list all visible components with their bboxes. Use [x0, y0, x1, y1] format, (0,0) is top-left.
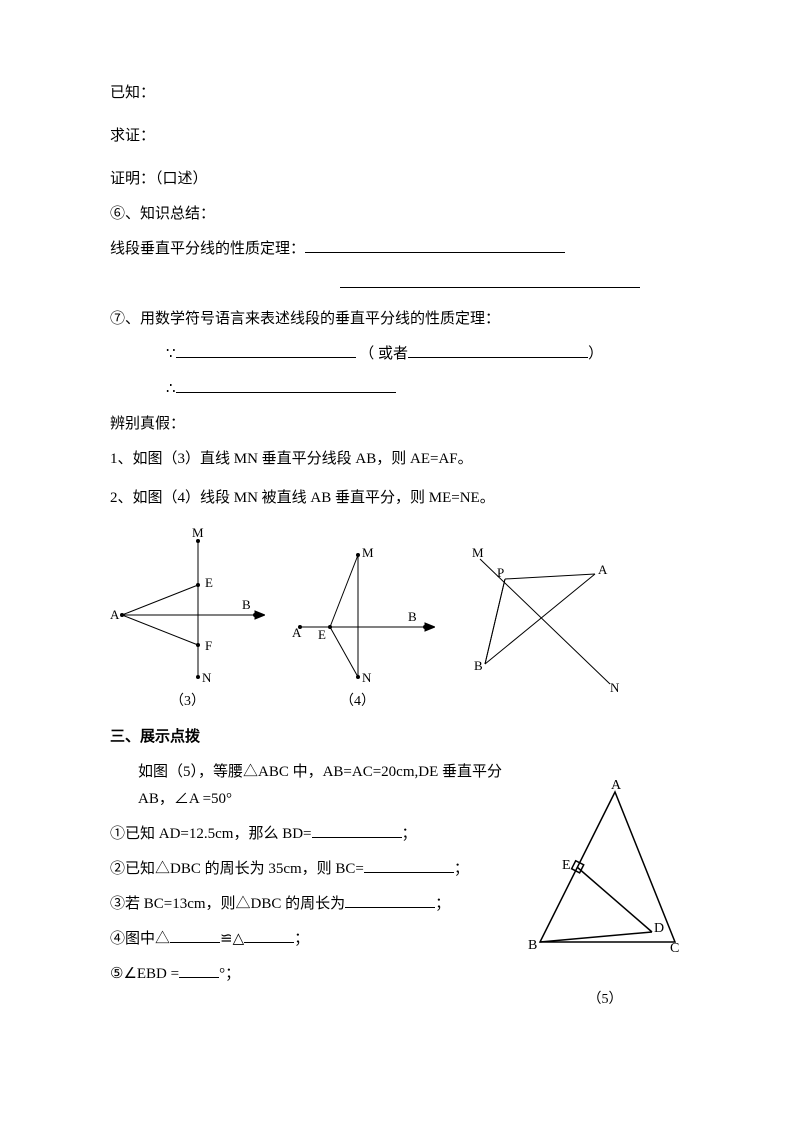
q2-post: ；: [454, 861, 469, 877]
q4-blank1: [170, 928, 220, 943]
figure-right-spacer: [450, 696, 625, 714]
because-symbol: ∵: [166, 346, 176, 362]
figure-5-label: （5）: [520, 987, 690, 1012]
q3: ③若 BC=13cm，则△DBC 的周长为 ；: [110, 891, 510, 918]
svg-text:F: F: [205, 638, 212, 653]
q2-pre: ②已知△DBC 的周长为 35cm，则 BC=: [110, 861, 364, 877]
svg-text:P: P: [497, 565, 504, 580]
figure-right-svg: M A P B N: [450, 544, 625, 694]
svg-text:A: A: [292, 625, 302, 640]
blank-theorem-2: [340, 273, 640, 288]
proof-label: 证明：（口述）: [110, 166, 690, 193]
figure-5-svg: A B C D E: [520, 777, 690, 967]
figure-3: A B M N E F （3）: [110, 527, 265, 714]
theorem-label: 线段垂直平分线的性质定理：: [110, 236, 690, 263]
q3-blank: [345, 893, 435, 908]
q4-pre: ④图中△: [110, 931, 170, 947]
q1-pre: ①已知 AD=12.5cm，那么 BD=: [110, 826, 312, 842]
close-paren: ）: [588, 346, 603, 362]
judge-title: 辨别真假：: [110, 411, 690, 438]
q4-mid: ≌△: [220, 931, 244, 947]
svg-text:N: N: [362, 670, 372, 685]
svg-text:M: M: [362, 545, 374, 560]
section-3-text: 如图（5），等腰△ABC 中，AB=AC=20cm,DE 垂直平分 AB，∠A …: [110, 759, 510, 996]
svg-text:E: E: [562, 858, 571, 873]
given-label: 已知：: [110, 80, 690, 107]
summary-label: ⑥、知识总结：: [110, 201, 690, 228]
q5-pre: ⑤∠EBD =: [110, 966, 179, 982]
because-row: ∵ （ 或者 ）: [110, 341, 690, 368]
theorem-blank-2-row: [110, 271, 690, 298]
or-open: （ 或者: [359, 346, 408, 362]
svg-text:B: B: [242, 597, 251, 612]
svg-text:B: B: [408, 609, 417, 624]
figure-right: M A P B N: [450, 544, 625, 714]
q1-blank: [312, 823, 402, 838]
q5-blank: [179, 963, 219, 978]
blank-theorem-1: [305, 238, 565, 253]
svg-text:A: A: [611, 778, 622, 793]
judge-2: 2、如图（4）线段 MN 被直线 AB 垂直平分，则 ME=NE。: [110, 485, 690, 512]
figures-row: A B M N E F （3）: [110, 527, 690, 714]
q4-post: ；: [294, 931, 309, 947]
q5: ⑤∠EBD = °；: [110, 961, 510, 988]
judge-1: 1、如图（3）直线 MN 垂直平分线段 AB，则 AE=AF。: [110, 446, 690, 473]
blank-or: [408, 343, 588, 358]
svg-text:A: A: [110, 607, 120, 622]
figure-3-svg: A B M N E F: [110, 527, 265, 687]
svg-text:E: E: [205, 575, 213, 590]
symbolic-label: ⑦、用数学符号语言来表述线段的垂直平分线的性质定理：: [110, 306, 690, 333]
svg-text:C: C: [670, 941, 679, 956]
q4-blank2: [244, 928, 294, 943]
q2: ②已知△DBC 的周长为 35cm，则 BC= ；: [110, 856, 510, 883]
svg-text:E: E: [318, 627, 326, 642]
section-3-title: 三、展示点拨: [110, 724, 690, 751]
section-3-intro: 如图（5），等腰△ABC 中，AB=AC=20cm,DE 垂直平分 AB，∠A …: [110, 759, 510, 813]
svg-text:B: B: [528, 938, 537, 953]
svg-text:M: M: [472, 545, 484, 560]
therefore-symbol: ∴: [166, 381, 176, 397]
svg-text:N: N: [610, 680, 620, 694]
blank-therefore: [176, 378, 396, 393]
q3-pre: ③若 BC=13cm，则△DBC 的周长为: [110, 896, 345, 912]
section-3-body: 如图（5），等腰△ABC 中，AB=AC=20cm,DE 垂直平分 AB，∠A …: [110, 759, 690, 1012]
figure-4: A B M N E （4）: [280, 537, 435, 714]
figure-3-label: （3）: [110, 689, 265, 714]
svg-text:N: N: [202, 670, 212, 685]
svg-text:A: A: [598, 562, 608, 577]
q2-blank: [364, 858, 454, 873]
svg-text:M: M: [192, 527, 204, 540]
svg-text:D: D: [654, 921, 664, 936]
figure-4-label: （4）: [280, 689, 435, 714]
therefore-row: ∴: [110, 376, 690, 403]
figure-4-svg: A B M N E: [280, 537, 435, 687]
figure-5: A B C D E （5）: [520, 777, 690, 1012]
theorem-text: 线段垂直平分线的性质定理：: [110, 241, 305, 257]
blank-because: [176, 343, 356, 358]
prove-label: 求证：: [110, 123, 690, 150]
svg-text:B: B: [474, 658, 483, 673]
q5-post: °；: [219, 966, 240, 982]
q1-post: ；: [402, 826, 417, 842]
q4: ④图中△ ≌△ ；: [110, 926, 510, 953]
q3-post: ；: [435, 896, 450, 912]
q1: ①已知 AD=12.5cm，那么 BD= ；: [110, 821, 510, 848]
